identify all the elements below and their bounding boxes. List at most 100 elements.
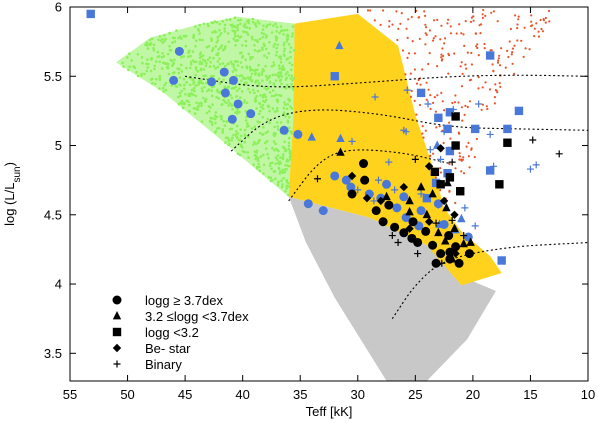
speckle-dot: [516, 23, 519, 26]
speckle-dot: [268, 164, 272, 168]
speckle-dot: [210, 74, 213, 78]
speckle-dot: [255, 94, 258, 98]
speckle-dot: [492, 10, 495, 13]
speckle-dot: [496, 91, 499, 94]
speckle-dot: [256, 40, 260, 44]
speckle-dot: [288, 115, 291, 119]
speckle-dot: [219, 32, 223, 35]
speckle-dot: [249, 75, 253, 79]
marker-black-square: [495, 180, 504, 189]
speckle-dot: [200, 104, 203, 108]
speckle-dot: [234, 85, 238, 89]
speckle-dot: [284, 115, 287, 118]
speckle-dot: [467, 155, 470, 158]
speckle-dot: [448, 190, 451, 193]
speckle-dot: [379, 23, 382, 26]
speckle-dot: [260, 31, 264, 35]
speckle-dot: [457, 101, 460, 104]
speckle-dot: [279, 94, 283, 97]
speckle-dot: [406, 56, 409, 60]
speckle-dot: [477, 87, 480, 90]
y-tick-label: 3.5: [44, 346, 62, 361]
speckle-dot: [404, 73, 407, 76]
legend-circle-icon: [112, 295, 122, 305]
speckle-dot: [168, 45, 171, 48]
marker-black-plus: [394, 238, 402, 246]
speckle-dot: [281, 29, 284, 32]
speckle-dot: [260, 73, 264, 76]
speckle-dot: [484, 14, 487, 17]
speckle-dot: [207, 44, 211, 48]
speckle-dot: [222, 120, 225, 123]
marker-black-triangle: [466, 237, 475, 246]
speckle-dot: [243, 22, 247, 26]
speckle-dot: [268, 91, 272, 94]
speckle-dot: [145, 69, 149, 73]
speckle-dot: [183, 83, 186, 87]
speckle-dot: [140, 56, 144, 59]
speckle-dot: [537, 35, 541, 38]
speckle-dot: [467, 141, 470, 144]
speckle-dot: [153, 82, 157, 86]
track-line-3: [288, 149, 451, 202]
plot-axes: 55 50 45 40 35 30 25 20 15 10 3.5 4 4.5 5 5.5 6: [44, 0, 595, 402]
speckle-dot: [212, 64, 216, 68]
speckle-dot: [282, 43, 286, 47]
speckle-dot: [254, 38, 257, 42]
speckle-dot: [282, 53, 286, 56]
marker-blue-circle: [382, 179, 392, 189]
speckle-dot: [168, 31, 171, 35]
speckle-dot: [244, 110, 248, 113]
speckle-dot: [268, 23, 272, 26]
speckle-dot: [468, 166, 471, 169]
speckle-dot: [135, 70, 138, 74]
marker-black-triangle: [428, 189, 437, 198]
speckle-dot: [275, 54, 278, 57]
speckle-dot: [255, 68, 259, 72]
speckle-dot: [279, 25, 283, 28]
speckle-dot: [481, 16, 484, 19]
marker-blue-circle: [279, 125, 289, 135]
marker-black-square: [451, 141, 460, 150]
speckle-dot: [247, 135, 250, 138]
speckle-dot: [270, 94, 274, 98]
speckle-dot: [223, 27, 226, 30]
speckle-dot: [242, 77, 246, 81]
speckle-dot: [145, 62, 148, 66]
speckle-dot: [180, 99, 184, 103]
speckle-dot: [214, 121, 217, 125]
speckle-dot: [262, 126, 265, 129]
speckle-dot: [194, 66, 198, 69]
speckle-dot: [278, 67, 281, 70]
speckle-dot: [184, 44, 188, 48]
marker-blue-square: [416, 88, 426, 98]
speckle-dot: [121, 61, 124, 65]
speckle-dot: [481, 103, 485, 106]
speckle-dot: [206, 58, 210, 62]
speckle-dot: [432, 39, 435, 42]
speckle-dot: [439, 167, 442, 170]
marker-black-circle: [413, 237, 423, 247]
speckle-dot: [261, 107, 265, 110]
marker-black-circle: [451, 242, 461, 252]
marker-black-plus: [438, 259, 446, 267]
marker-blue-circle: [341, 175, 351, 185]
marker-black-triangle: [447, 254, 457, 263]
marker-blue-plus: [526, 165, 534, 173]
legend-entry: Be- star: [112, 341, 191, 356]
speckle-dot: [215, 21, 219, 24]
speckle-dot: [421, 132, 424, 135]
speckle-dot: [506, 49, 509, 53]
speckle-dot: [275, 25, 279, 29]
speckle-dot: [277, 94, 281, 97]
speckle-dot: [289, 46, 293, 49]
speckle-dot: [241, 55, 244, 59]
speckle-dot: [234, 130, 238, 133]
speckle-dot: [270, 31, 274, 34]
speckle-dot: [443, 109, 446, 112]
speckle-dot: [440, 59, 443, 62]
speckle-dot: [271, 107, 275, 110]
speckle-dot: [262, 133, 265, 136]
speckle-dot: [223, 64, 227, 68]
